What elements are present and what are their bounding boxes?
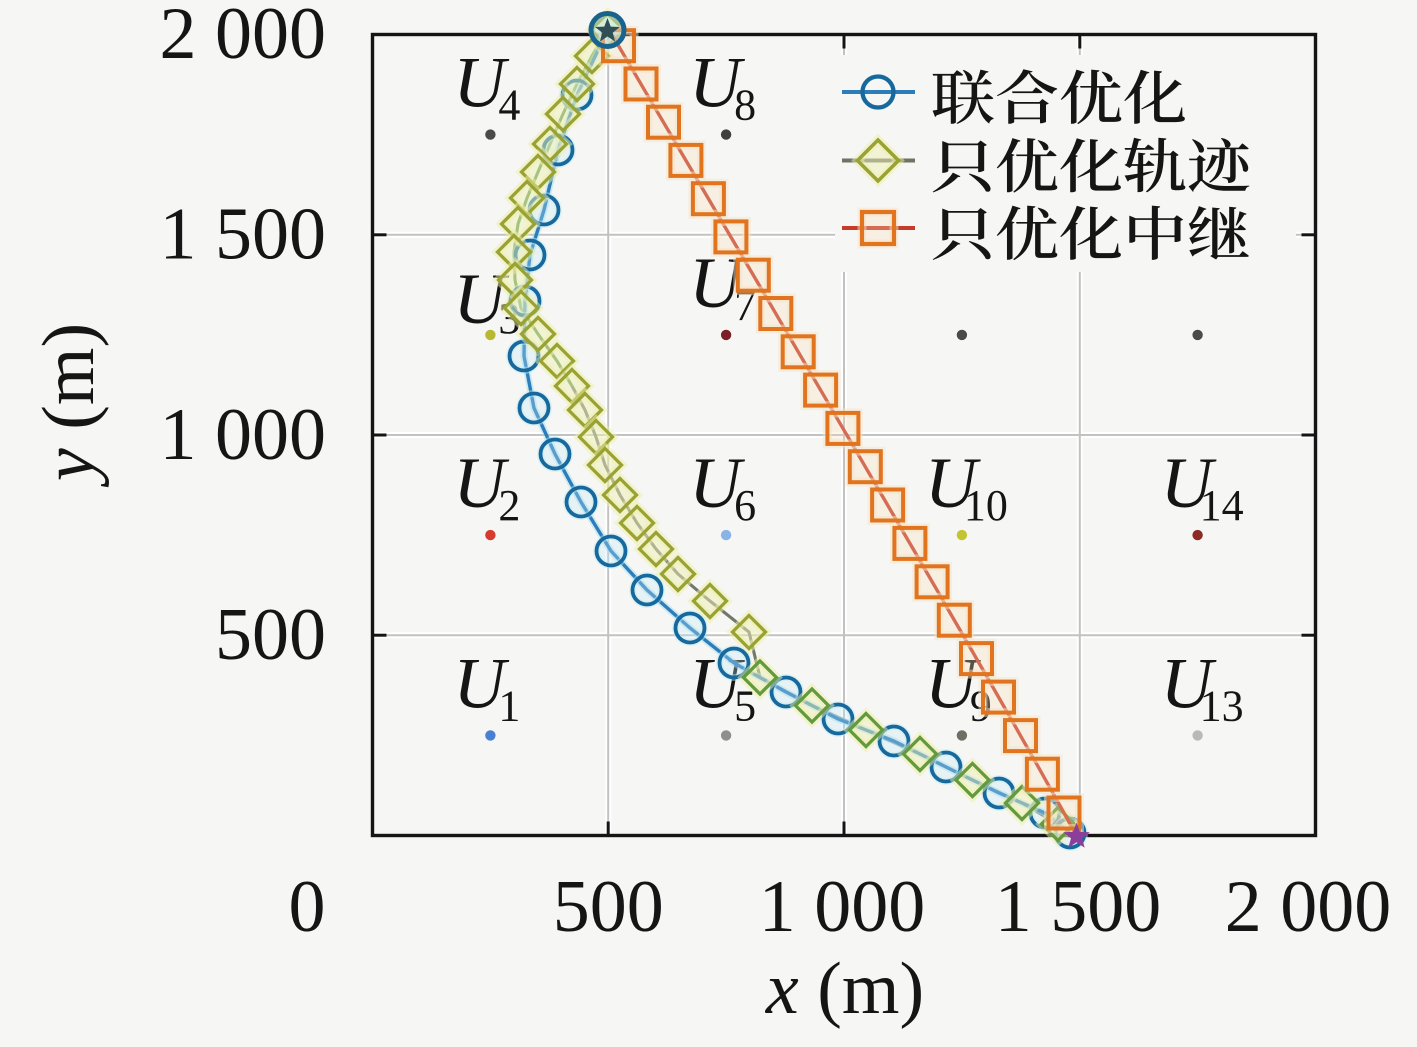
- svg-text:U: U: [1161, 643, 1217, 723]
- svg-text:1 000: 1 000: [160, 394, 327, 476]
- svg-text:1 500: 1 500: [995, 866, 1162, 948]
- svg-text:6: 6: [734, 481, 756, 530]
- svg-text:1 000: 1 000: [759, 866, 926, 948]
- svg-text:U: U: [925, 643, 981, 723]
- svg-text:U: U: [1161, 443, 1217, 523]
- svg-text:14: 14: [1200, 481, 1244, 530]
- svg-text:13: 13: [1200, 681, 1244, 730]
- svg-text:4: 4: [498, 81, 520, 130]
- svg-text:10: 10: [964, 481, 1008, 530]
- svg-text:500: 500: [215, 594, 326, 676]
- svg-text:U: U: [453, 43, 509, 123]
- svg-text:2: 2: [498, 481, 520, 530]
- svg-text:U: U: [689, 43, 745, 123]
- svg-text:U: U: [689, 443, 745, 523]
- svg-text:1: 1: [498, 681, 520, 730]
- svg-text:U: U: [453, 643, 509, 723]
- svg-text:2 000: 2 000: [160, 0, 327, 75]
- svg-text:y (m): y (m): [28, 323, 110, 488]
- svg-text:U: U: [689, 643, 745, 723]
- svg-text:U: U: [453, 443, 509, 523]
- svg-text:0: 0: [289, 866, 326, 948]
- svg-text:2 000: 2 000: [1225, 866, 1392, 948]
- svg-text:8: 8: [734, 81, 756, 130]
- svg-text:500: 500: [553, 866, 664, 948]
- svg-text:5: 5: [734, 681, 756, 730]
- svg-text:x (m): x (m): [765, 948, 924, 1030]
- svg-text:U: U: [925, 443, 981, 523]
- svg-text:1 500: 1 500: [160, 194, 327, 276]
